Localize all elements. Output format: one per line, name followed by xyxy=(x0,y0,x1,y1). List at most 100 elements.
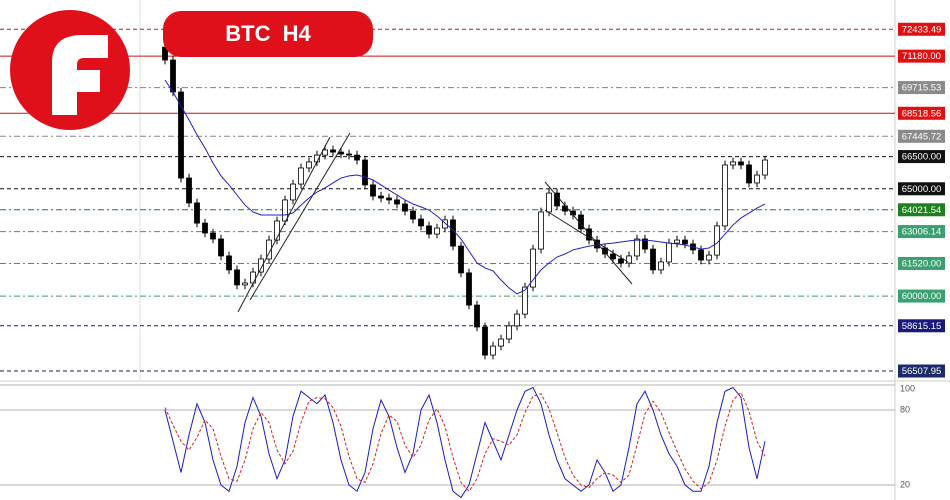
candle-body xyxy=(666,242,672,263)
candle-body xyxy=(226,255,232,271)
candle-body xyxy=(194,202,200,224)
candle-body xyxy=(242,282,248,286)
candle-body xyxy=(530,248,536,288)
candle-body xyxy=(458,245,464,274)
candle-body xyxy=(482,326,488,356)
candle-body xyxy=(730,161,736,166)
candle-body xyxy=(210,232,216,240)
level-label-bg xyxy=(898,256,945,270)
candle-body xyxy=(506,325,512,340)
candle-body xyxy=(394,199,400,205)
title-badge xyxy=(163,11,373,57)
level-label-bg xyxy=(898,106,945,120)
candle-body xyxy=(466,272,472,306)
overlay: BTC H4 xyxy=(10,10,633,313)
oscillator-line xyxy=(164,386,766,499)
trend-line xyxy=(544,181,633,285)
trend-line xyxy=(544,209,629,263)
candle-body xyxy=(642,238,648,250)
candle-body xyxy=(178,91,184,179)
candle-body xyxy=(546,192,552,213)
moving-average xyxy=(164,79,766,295)
level-label: 66500.00 xyxy=(902,152,942,163)
candle-body xyxy=(266,239,272,260)
level-label-bg xyxy=(898,81,945,95)
candle-body xyxy=(186,177,192,204)
candle-body xyxy=(698,249,704,261)
level-label: 61520.00 xyxy=(902,258,942,269)
candle-body xyxy=(746,164,752,184)
candle-body xyxy=(434,227,440,235)
level-label-bg xyxy=(898,203,945,217)
level-label: 72433.49 xyxy=(902,24,942,35)
candle-body xyxy=(402,203,408,212)
level-label-bg xyxy=(898,289,945,303)
candle-body xyxy=(322,149,328,156)
level-label: 71180.00 xyxy=(902,51,941,62)
level-label-bg xyxy=(898,22,945,36)
candle-body xyxy=(282,199,288,222)
candle-body xyxy=(170,59,176,93)
candle-body xyxy=(706,254,712,261)
candle-body xyxy=(562,205,568,212)
level-label: 58615.15 xyxy=(902,321,942,332)
level-label-bg xyxy=(898,150,945,164)
candle-body xyxy=(762,159,768,176)
level-label: 63006.14 xyxy=(902,227,942,238)
candle-body xyxy=(498,338,504,347)
candle-body xyxy=(442,219,448,229)
candle-body xyxy=(354,154,360,161)
level-label-bg xyxy=(898,182,945,196)
level-label-bg xyxy=(898,364,945,378)
oscillator-line xyxy=(164,391,766,493)
candle-body xyxy=(362,159,368,186)
candle-body xyxy=(274,220,280,241)
candle-body xyxy=(234,269,240,286)
trend-lines xyxy=(237,132,633,313)
candle-body xyxy=(754,174,760,184)
y-tick-label: 100 xyxy=(900,383,915,393)
candle-body xyxy=(586,228,592,241)
candle-body xyxy=(538,211,544,250)
candle-body xyxy=(626,255,632,264)
candle-body xyxy=(306,161,312,169)
candle-body xyxy=(450,219,456,247)
candle-body xyxy=(346,153,352,156)
level-label: 56507.95 xyxy=(902,366,942,377)
candle-body xyxy=(522,286,528,315)
level-label: 69715.53 xyxy=(902,83,942,94)
candle-body xyxy=(370,184,376,197)
candle-body xyxy=(258,258,264,273)
candle-body xyxy=(426,225,432,235)
candle-body xyxy=(290,183,296,201)
y-tick-label: 80 xyxy=(900,404,910,414)
level-label-bg xyxy=(898,49,945,63)
candle-body xyxy=(618,258,624,264)
candle-body xyxy=(554,192,560,207)
candle-body xyxy=(474,304,480,328)
level-label: 68518.56 xyxy=(902,108,942,119)
candle-body xyxy=(682,239,688,245)
candle-body xyxy=(722,164,728,227)
candle-body xyxy=(202,222,208,234)
candle-body xyxy=(514,313,520,327)
level-label-bg xyxy=(898,225,945,239)
candle-body xyxy=(418,218,424,227)
chart-title: BTC H4 xyxy=(225,21,311,46)
level-label: 65000.00 xyxy=(902,184,942,195)
candle-body xyxy=(410,210,416,220)
candle-body xyxy=(610,253,616,260)
candle-body xyxy=(738,161,744,166)
logo-mark xyxy=(52,35,108,115)
candle-body xyxy=(330,149,336,153)
level-label: 60000.00 xyxy=(902,291,942,302)
candle-body xyxy=(650,248,656,271)
trend-line xyxy=(249,132,351,301)
candle-body xyxy=(674,239,680,244)
candle-body xyxy=(658,261,664,271)
y-tick-label: 20 xyxy=(900,479,910,489)
candle-body xyxy=(338,151,344,155)
candle-body xyxy=(634,238,640,257)
